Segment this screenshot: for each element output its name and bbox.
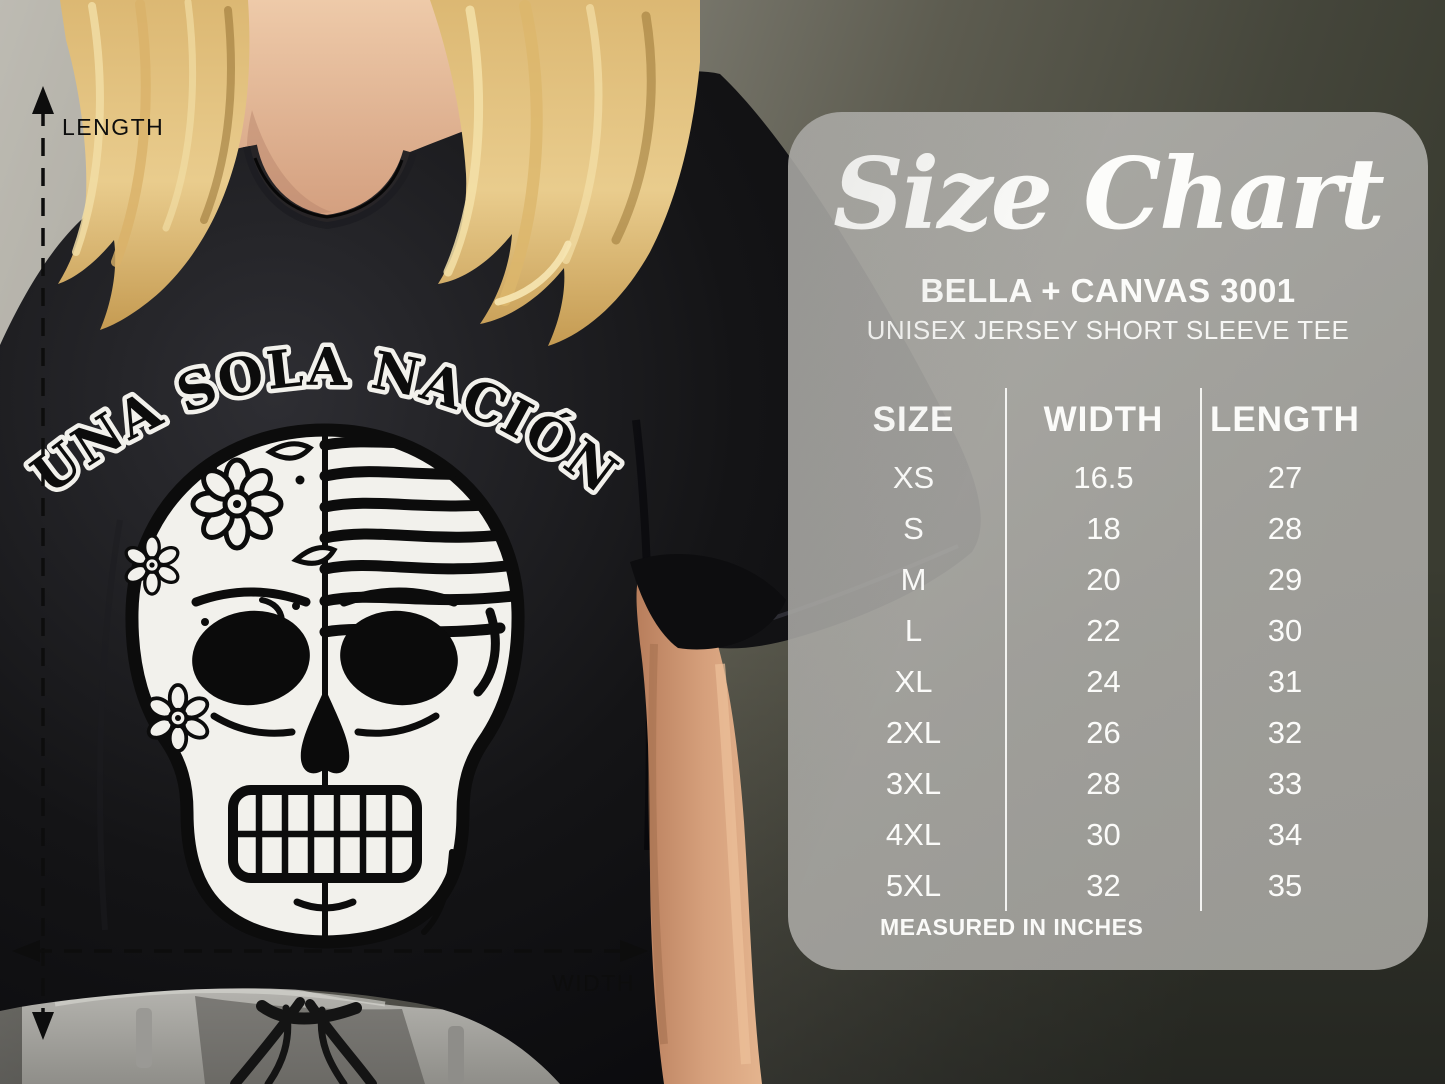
length-value: 34 (1200, 809, 1368, 860)
size-label: 5XL (885, 867, 942, 903)
width-value: 28 (1005, 758, 1200, 809)
size-chart-panel: Size Chart BELLA + CANVAS 3001 UNISEX JE… (788, 112, 1428, 970)
column-header-width: WIDTH (1005, 388, 1200, 452)
width-value: 30 (1005, 809, 1200, 860)
width-value: 24 (1005, 656, 1200, 707)
width-value: 18 (1005, 503, 1200, 554)
size-label: M (900, 561, 927, 597)
length-value: 31 (1200, 656, 1368, 707)
panel-title: Size Chart (833, 137, 1385, 252)
length-arrow (32, 86, 54, 1040)
width-value: 16.5 (1005, 452, 1200, 503)
width-value: 32 (1005, 860, 1200, 911)
width-value: 20 (1005, 554, 1200, 605)
skull-flowers (124, 441, 338, 753)
skull-graphic (124, 423, 525, 949)
length-value: 30 (1200, 605, 1368, 656)
size-label: L (904, 612, 923, 648)
measurement-guides: LENGTH WIDTH (12, 86, 648, 1040)
size-label: 2XL (885, 714, 942, 750)
length-value: 29 (1200, 554, 1368, 605)
length-value: 33 (1200, 758, 1368, 809)
length-value: 28 (1200, 503, 1368, 554)
size-label: S (903, 510, 924, 546)
brand-name: BELLA + CANVAS 3001 (920, 272, 1296, 309)
column-header-length: LENGTH (1200, 388, 1368, 452)
size-label: XS (892, 459, 935, 495)
drawstring (230, 997, 377, 1084)
width-value: 22 (1005, 605, 1200, 656)
length-value: 32 (1200, 707, 1368, 758)
size-table: SIZE WIDTH LENGTH XS 16.5 27 S 18 28 M 2… (822, 388, 1368, 911)
units-note: MEASURED IN INCHES (880, 914, 1144, 940)
width-value: 26 (1005, 707, 1200, 758)
product-name: UNISEX JERSEY SHORT SLEEVE TEE (866, 315, 1350, 345)
model-hair (58, 0, 700, 346)
size-label: 4XL (885, 816, 942, 852)
size-label: 3XL (885, 765, 942, 801)
model-arm (630, 553, 786, 1084)
length-value: 35 (1200, 860, 1368, 911)
length-value: 27 (1200, 452, 1368, 503)
column-header-size: SIZE (872, 400, 955, 439)
width-label: WIDTH (552, 970, 635, 996)
length-label: LENGTH (62, 114, 164, 140)
width-arrow (12, 940, 648, 962)
size-label: XL (894, 663, 933, 699)
